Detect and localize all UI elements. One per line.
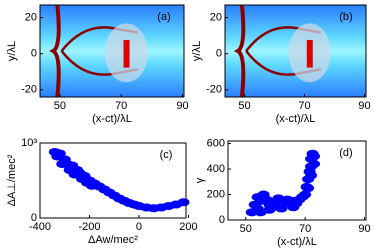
point [305,171,318,180]
x-tick-label: 0 [136,221,142,233]
x-tick-label: 50 [54,100,66,112]
panel-label: (a) [157,11,170,23]
x-axis-label: ΔAw/mec² [88,234,138,246]
point [263,205,276,214]
x-axis-label: (x-ct)/λL [92,113,132,125]
y-axis-label: y/λL [191,41,203,61]
x-tick-label: -200 [78,221,100,233]
x-axis-label: (x-ct)/λL [276,113,316,125]
x-tick-label: 90 [358,223,370,235]
wake-arc [233,4,246,98]
point [177,198,190,207]
y-tick-label: -20 [21,84,37,96]
axes-frame [227,140,367,221]
y-tick-label: 20 [25,12,37,24]
y-axis-label: γ [194,177,206,183]
point [299,190,312,199]
y-tick-label: 0 [31,212,37,224]
point [287,203,300,212]
y-axis-label: ΔA⊥/mec² [6,154,18,206]
y-axis-label: y/λL [6,41,18,61]
panel-label: (d) [339,147,352,159]
y-tick-label: 0 [216,48,222,60]
x-tick-label: 70 [298,100,310,112]
point [308,159,321,168]
wake-arc [49,4,61,98]
electron-bunch [306,39,313,68]
axes-frame [39,4,185,98]
panel-label: (c) [160,149,173,161]
x-tick-label: -400 [29,221,51,233]
point [85,181,98,190]
y-tick-label: 0 [31,48,37,60]
y-tick-label: 0 [219,214,225,226]
x-tick-label: 70 [115,100,127,112]
axes-frame [224,4,367,98]
axes-frame [39,142,187,219]
x-tick-label: 90 [176,100,188,112]
x-tick-label: 70 [299,223,311,235]
x-tick-label: 90 [358,100,370,112]
point [308,152,321,161]
point [56,160,69,168]
x-tick-label: 200 [179,221,197,233]
point [53,149,66,158]
point [302,184,315,193]
y-tick-label: 200 [207,188,225,200]
panel-label: (b) [339,11,352,23]
x-tick-label: 50 [240,223,252,235]
y-tick-label: 10³ [21,137,37,149]
y-tick-label: 20 [210,12,222,24]
wake-arc [245,26,322,52]
electron-bunch [123,39,130,68]
wake-arc [60,26,139,52]
x-tick-label: 50 [238,100,250,112]
y-tick-label: 600 [207,137,225,149]
x-axis-label: (x-ct)/λL [277,236,317,248]
y-tick-label: 400 [207,163,225,175]
point [275,204,288,213]
y-tick-label: -20 [206,84,222,96]
